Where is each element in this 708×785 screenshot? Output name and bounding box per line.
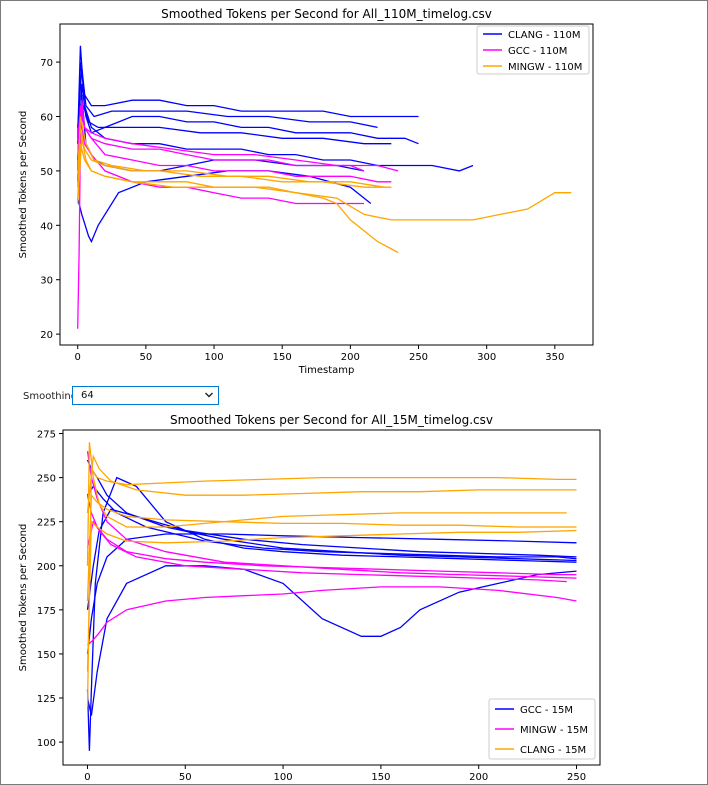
x-tick-label: 350: [545, 352, 564, 363]
x-tick-label: 0: [75, 352, 81, 363]
chart-title: Smoothed Tokens per Second for All_15M_t…: [170, 413, 493, 427]
chart-110m: Smoothed Tokens per Second for All_110M_…: [18, 7, 594, 376]
series-line: [86, 466, 577, 707]
y-tick-label: 50: [40, 167, 53, 178]
y-tick-label: 250: [37, 474, 56, 485]
legend-box: [476, 25, 590, 75]
y-tick-label: 200: [37, 562, 56, 573]
y-tick-label: 60: [40, 112, 53, 123]
series-line: [77, 138, 572, 221]
smoothing-label: Smoothing:: [23, 391, 81, 402]
y-axis-label: Smoothed Tokens per Second: [18, 111, 29, 259]
series-line: [77, 105, 392, 183]
legend-label: CLANG - 15M: [520, 745, 586, 756]
series-line: [77, 62, 419, 171]
chart-title: Smoothed Tokens per Second for All_110M_…: [161, 7, 492, 21]
y-tick-label: 150: [37, 650, 56, 661]
x-tick-label: 200: [469, 772, 488, 783]
plot-frame: [59, 23, 594, 346]
x-tick-label: 0: [84, 772, 90, 783]
legend-label: MINGW - 110M: [508, 62, 582, 73]
series-line: [86, 459, 577, 562]
series-line: [86, 565, 577, 716]
x-tick-label: 250: [567, 772, 586, 783]
chart-15m: Smoothed Tokens per Second for All_15M_t…: [18, 413, 601, 783]
x-tick-label: 100: [274, 772, 293, 783]
legend-label: CLANG - 110M: [508, 30, 581, 41]
x-tick-label: 150: [371, 772, 390, 783]
series-line: [86, 442, 567, 566]
legend: GCC - 15M MINGW - 15M CLANG - 15M: [488, 698, 596, 760]
smoothing-select[interactable]: 64: [72, 386, 219, 405]
x-tick-label: 50: [140, 352, 153, 363]
legend-label: GCC - 110M: [508, 46, 567, 57]
smoothing-control: Smoothing: 64: [0, 386, 708, 408]
y-tick-label: 20: [40, 330, 53, 341]
series-line: [77, 83, 419, 182]
series-line: [77, 45, 474, 172]
plot-area: [77, 45, 572, 329]
series-line: [86, 493, 577, 602]
x-tick-label: 100: [204, 352, 223, 363]
series-line: [77, 116, 385, 188]
legend-label: GCC - 15M: [520, 705, 573, 716]
y-tick-label: 100: [37, 738, 56, 749]
series-line: [77, 105, 392, 161]
series-line: [77, 110, 399, 172]
plot-area: [86, 442, 577, 751]
smoothing-value: 64: [81, 390, 94, 401]
series-line: [86, 533, 577, 654]
x-tick-label: 50: [179, 772, 192, 783]
y-tick-label: 275: [37, 430, 56, 441]
legend-label: MINGW - 15M: [520, 725, 588, 736]
x-tick-label: 250: [409, 352, 428, 363]
x-tick-label: 300: [477, 352, 496, 363]
series-line: [77, 67, 378, 129]
y-tick-label: 125: [37, 694, 56, 705]
series-line: [86, 454, 577, 513]
chevron-down-icon: [205, 392, 213, 398]
y-tick-label: 225: [37, 518, 56, 529]
series-line: [87, 586, 577, 646]
legend-box: [488, 698, 596, 760]
x-tick-label: 200: [341, 352, 360, 363]
y-tick-label: 30: [40, 276, 53, 287]
x-tick-label: 150: [273, 352, 292, 363]
series-line: [86, 451, 577, 579]
y-tick-label: 175: [37, 606, 56, 617]
series-line: [86, 485, 577, 560]
series-line: [86, 520, 577, 672]
series-line: [77, 100, 365, 329]
series-line: [86, 495, 577, 576]
legend: CLANG - 110M GCC - 110M MINGW - 110M: [476, 25, 590, 75]
y-tick-label: 40: [40, 221, 53, 232]
plot-frame: [62, 429, 601, 766]
y-tick-label: 70: [40, 58, 53, 69]
x-axis-label: Timestamp: [298, 365, 355, 376]
y-axis-label: Smoothed Tokens per Second: [18, 524, 29, 672]
